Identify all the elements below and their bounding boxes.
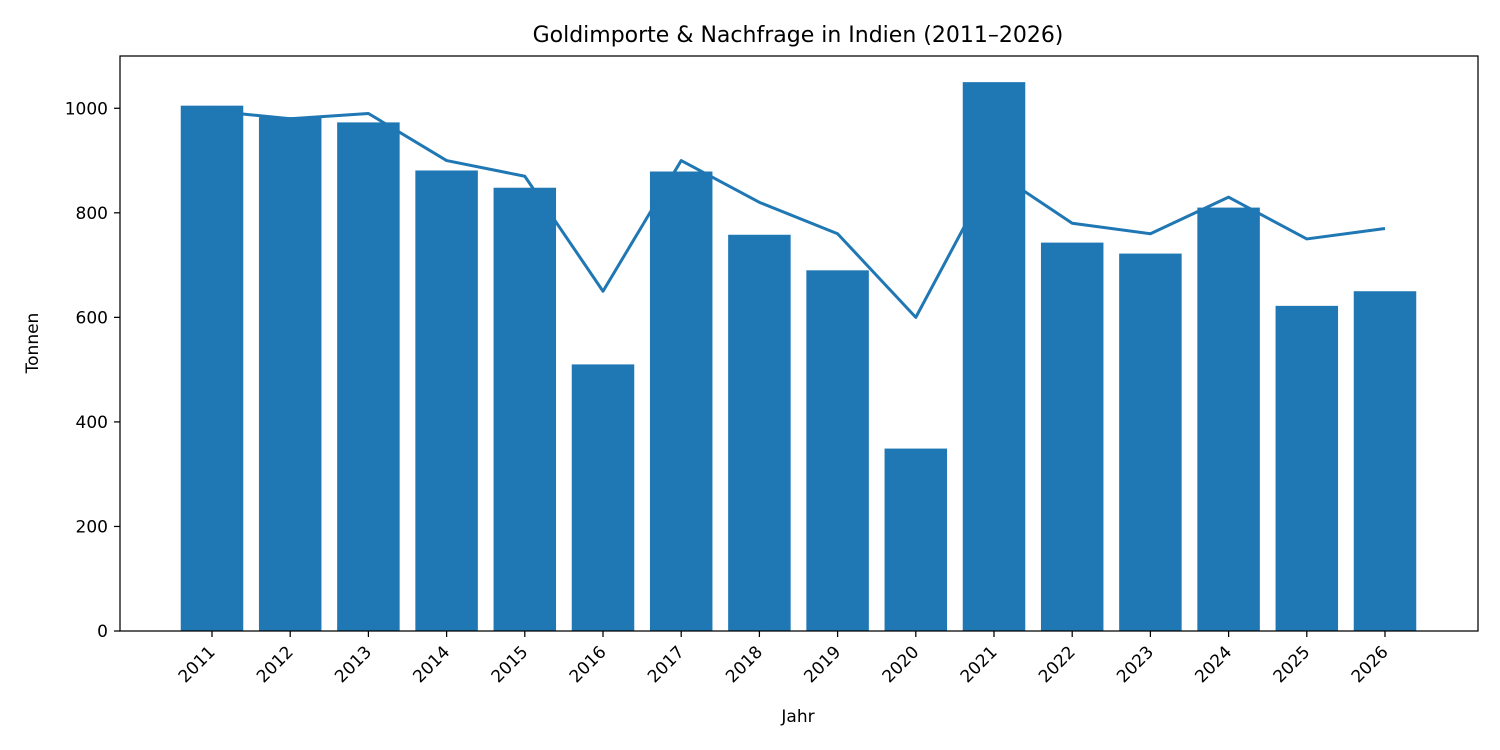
bar-2022 [1040,242,1104,632]
x-axis-label: Jahr [780,707,814,727]
y-axis-label: Tonnen [23,313,43,375]
bar-2013 [337,122,400,631]
y-tick-label-200: 200 [76,517,108,537]
y-axis: 0 200 400 600 800 1000 [65,99,120,642]
y-tick-label-800: 800 [76,204,108,224]
bar-2023 [1119,253,1182,631]
y-tick-label-400: 400 [76,413,108,433]
demand-line [211,109,1386,319]
y-tick-label-600: 600 [76,308,108,328]
chart-title: Goldimporte & Nachfrage in Indien (2011–… [533,23,1064,48]
bars-layer [180,82,1417,632]
bar-2024 [1197,207,1260,631]
y-tick-label-1000: 1000 [65,99,108,119]
bar-2015 [493,187,557,632]
bar-2017 [649,171,713,631]
bar-2019 [806,270,869,631]
plot-frame [119,55,1479,632]
bar-2021 [962,82,1026,631]
bar-2012 [258,117,322,631]
bar-2011 [180,105,244,631]
bar-2025 [1275,305,1339,631]
bar-2016 [571,364,635,631]
bar-2014 [415,170,478,632]
bar-2018 [728,234,791,631]
line-layer [211,109,1386,319]
y-tick-label-0: 0 [97,622,108,642]
bar-2026 [1353,291,1417,631]
bar-2020 [884,448,948,631]
